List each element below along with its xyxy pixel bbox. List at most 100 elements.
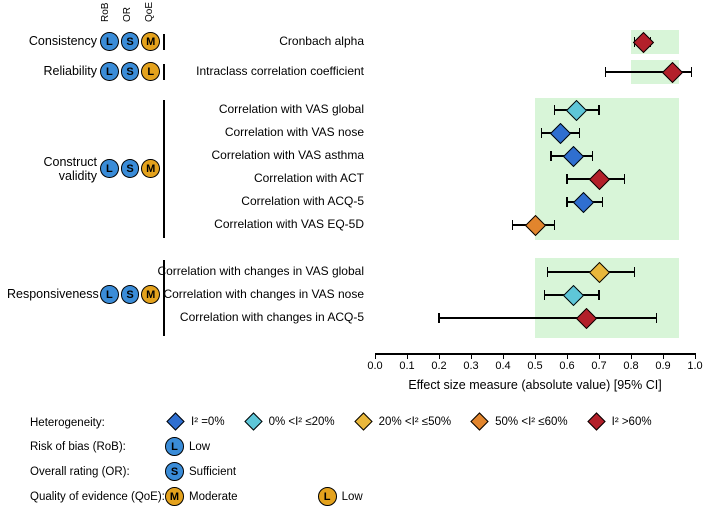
diamond-icon xyxy=(587,412,605,430)
ci-cap xyxy=(566,174,567,184)
header-qoe: QoE xyxy=(144,2,164,22)
item-label: Correlation with VAS asthma xyxy=(104,148,364,162)
diamond-marker xyxy=(528,218,543,233)
legend-text: I² =0% xyxy=(191,416,225,428)
axis-tick-label: 0.2 xyxy=(427,360,451,372)
legend-text: 50% <I² ≤60% xyxy=(495,416,567,428)
item-label: Intraclass correlation coefficient xyxy=(104,64,364,78)
item-label: Correlation with VAS global xyxy=(104,102,364,116)
axis-tick-label: 0.0 xyxy=(363,360,387,372)
axis-tick-label: 0.8 xyxy=(619,360,643,372)
legend-item: 0% <I² ≤20% xyxy=(243,415,335,428)
legend-area: Heterogeneity: I² =0% 0% <I² ≤20% 20% <I² … xyxy=(0,415,709,512)
legend-rob-label: Risk of bias (RoB): xyxy=(30,441,165,453)
ci-cap xyxy=(634,267,635,277)
legend-item: 20% <I² ≤50% xyxy=(353,415,451,428)
ci-cap xyxy=(602,197,603,207)
legend-item: L Low xyxy=(165,437,210,456)
ci-cap xyxy=(547,267,548,277)
legend-text: 0% <I² ≤20% xyxy=(269,416,335,428)
item-label: Correlation with VAS nose xyxy=(104,125,364,139)
diamond-marker xyxy=(665,65,680,80)
ci-cap xyxy=(598,105,599,115)
badge-m: M xyxy=(165,487,184,506)
item-label: Correlation with changes in ACQ-5 xyxy=(104,310,364,324)
ci-cap xyxy=(598,290,599,300)
legend-item: M Moderate xyxy=(165,487,238,506)
ci-cap xyxy=(554,105,555,115)
legend-item: LLow xyxy=(318,487,363,506)
diamond-icon xyxy=(470,412,488,430)
badge-l: L xyxy=(165,437,184,456)
ci-cap xyxy=(656,313,657,323)
ci-cap xyxy=(438,313,439,323)
group-label: Consistency xyxy=(7,34,97,48)
legend-item: SSufficient xyxy=(165,462,236,481)
axis-tick-label: 0.1 xyxy=(395,360,419,372)
item-label: Correlation with ACT xyxy=(104,171,364,185)
legend-text: Sufficient xyxy=(189,466,236,478)
ci-cap xyxy=(541,128,542,138)
ci-cap xyxy=(579,128,580,138)
diamond-marker xyxy=(576,195,591,210)
axis-tick-label: 0.9 xyxy=(651,360,675,372)
legend-text: Low xyxy=(189,441,210,453)
ci-cap xyxy=(544,290,545,300)
axis-tick xyxy=(503,353,504,359)
legend-or-label: Overall rating (OR): xyxy=(30,466,165,478)
main-area: RoB OR QoE Effect size measure (absolute… xyxy=(0,0,709,400)
diamond-marker xyxy=(553,126,568,141)
ci-cap xyxy=(605,67,606,77)
ci-line xyxy=(439,317,657,318)
axis-tick-label: 0.6 xyxy=(555,360,579,372)
header-rob: RoB xyxy=(100,2,120,22)
header-or: OR xyxy=(122,2,142,22)
ci-cap xyxy=(566,197,567,207)
legend-text: I² >60% xyxy=(612,416,652,428)
legend-qoe: Quality of evidence (QoE): M Moderate LLow xyxy=(0,487,709,506)
legend-text: Moderate xyxy=(189,491,238,503)
axis-tick xyxy=(599,353,600,359)
axis-tick-label: 1.0 xyxy=(683,360,707,372)
diamond-marker xyxy=(569,103,584,118)
diamond-marker xyxy=(592,172,607,187)
ci-cap xyxy=(624,174,625,184)
legend-or: Overall rating (OR): SSufficient xyxy=(0,462,709,481)
ci-cap xyxy=(592,151,593,161)
axis-tick-label: 0.4 xyxy=(491,360,515,372)
forest-chart: Effect size measure (absolute value) [95… xyxy=(375,0,695,355)
legend-heterogeneity: Heterogeneity: I² =0% 0% <I² ≤20% 20% <I² … xyxy=(0,415,709,431)
group-label: Responsiveness xyxy=(7,287,97,301)
item-label: Correlation with changes in VAS nose xyxy=(104,287,364,301)
ci-cap xyxy=(554,220,555,230)
axis-tick xyxy=(439,353,440,359)
item-label: Correlation with changes in VAS global xyxy=(104,264,364,278)
axis-tick xyxy=(407,353,408,359)
legend-qoe-label: Quality of evidence (QoE): xyxy=(30,491,165,503)
legend-text: 20% <I² ≤50% xyxy=(379,416,451,428)
x-axis-title: Effect size measure (absolute value) [95… xyxy=(375,378,695,392)
legend-item: 50% <I² ≤60% xyxy=(469,415,567,428)
axis-tick xyxy=(631,353,632,359)
shade-region xyxy=(535,98,679,240)
legend-rob: Risk of bias (RoB): L Low xyxy=(0,437,709,456)
item-label: Correlation with ACQ-5 xyxy=(104,194,364,208)
badge-l: L xyxy=(318,487,337,506)
diamond-icon xyxy=(166,412,184,430)
diamond-marker xyxy=(592,265,607,280)
axis-tick-label: 0.5 xyxy=(523,360,547,372)
diamond-icon xyxy=(244,412,262,430)
diamond-marker xyxy=(566,288,581,303)
group-label: Reliability xyxy=(7,64,97,78)
axis-tick xyxy=(375,353,376,359)
diamond-marker xyxy=(566,149,581,164)
diamond-marker xyxy=(636,35,651,50)
axis-tick-label: 0.7 xyxy=(587,360,611,372)
ci-cap xyxy=(550,151,551,161)
axis-tick xyxy=(567,353,568,359)
axis-tick xyxy=(535,353,536,359)
legend-het-label: Heterogeneity: xyxy=(30,417,165,429)
axis-tick-label: 0.3 xyxy=(459,360,483,372)
item-label: Cronbach alpha xyxy=(104,34,364,48)
item-label: Correlation with VAS EQ-5D xyxy=(104,217,364,231)
